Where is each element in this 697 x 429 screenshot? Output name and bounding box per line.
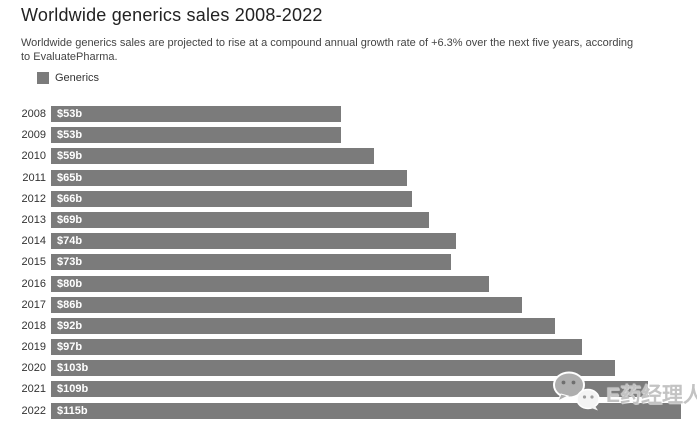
bar: $92b <box>51 317 555 334</box>
bar: $103b <box>51 360 615 377</box>
bar: $59b <box>51 148 374 165</box>
bar-value-label: $97b <box>57 341 83 354</box>
bar-row: 2009 $53b <box>0 127 697 144</box>
bar: $53b <box>51 127 342 144</box>
bar-value-label: $69b <box>57 213 83 226</box>
bar: $73b <box>51 254 451 271</box>
bar-value-label: $53b <box>57 129 83 142</box>
bar-row: 2017 $86b <box>0 296 697 313</box>
category-label: 2019 <box>21 341 46 354</box>
bar: $65b <box>51 169 407 186</box>
bar-value-label: $66b <box>57 192 83 205</box>
bar: $66b <box>51 190 413 207</box>
bar: $69b <box>51 211 429 228</box>
category-label: 2020 <box>21 362 46 375</box>
bar-value-label: $109b <box>57 383 89 396</box>
bar-value-label: $74b <box>57 235 83 248</box>
category-label: 2016 <box>21 277 46 290</box>
bar: $80b <box>51 275 489 292</box>
bar: $97b <box>51 339 582 356</box>
bar-value-label: $59b <box>57 150 83 163</box>
bar-row: 2008 $53b <box>0 106 697 122</box>
chart-subtitle: Worldwide generics sales are projected t… <box>21 37 634 63</box>
bar-value-label: $80b <box>57 277 83 290</box>
plot-area: 2008 $53b 2009 $53b 2010 $59b 2011 $65b 2012 $66b… <box>0 106 697 424</box>
category-label: 2011 <box>22 171 46 184</box>
bar-row: 2012 $66b <box>0 190 697 207</box>
bar-value-label: $65b <box>57 171 83 184</box>
category-label: 2022 <box>21 404 46 417</box>
bar-value-label: $53b <box>57 108 83 120</box>
bar-value-label: $115b <box>57 404 88 417</box>
bar-row: 2022 $115b <box>0 402 697 419</box>
bar: $74b <box>51 233 457 250</box>
chart-title: Worldwide generics sales 2008-2022 <box>21 5 323 25</box>
bar: $53b <box>51 106 342 122</box>
bar-value-label: $103b <box>57 362 89 375</box>
bar-row: 2020 $103b <box>0 360 697 377</box>
category-label: 2015 <box>21 256 46 269</box>
category-label: 2010 <box>21 150 46 163</box>
category-label: 2009 <box>21 129 46 142</box>
bar-row: 2014 $74b <box>0 233 697 250</box>
bar: $115b <box>51 402 681 419</box>
bar-row: 2011 $65b <box>0 169 697 186</box>
category-label: 2021 <box>21 383 46 396</box>
bar-value-label: $86b <box>57 298 83 311</box>
legend-item-generics[interactable]: Generics <box>37 72 99 84</box>
category-label: 2018 <box>21 319 46 332</box>
bar-row: 2010 $59b <box>0 148 697 165</box>
bar-row: 2018 $92b <box>0 317 697 334</box>
bar-value-label: $73b <box>57 256 83 269</box>
bar-row: 2013 $69b <box>0 211 697 228</box>
bar: $109b <box>51 381 648 398</box>
legend-swatch-icon <box>37 72 49 84</box>
bar-row: 2019 $97b <box>0 339 697 356</box>
category-label: 2012 <box>21 192 46 205</box>
category-label: 2013 <box>21 213 46 226</box>
bar: $86b <box>51 296 522 313</box>
legend-label: Generics <box>55 72 100 84</box>
category-label: 2017 <box>21 298 46 311</box>
category-label: 2008 <box>21 108 46 120</box>
bar-row: 2015 $73b <box>0 254 697 271</box>
bar-value-label: $92b <box>57 319 83 332</box>
bar-row: 2021 $109b <box>0 381 697 398</box>
bar-row: 2016 $80b <box>0 275 697 292</box>
category-label: 2014 <box>21 235 46 248</box>
